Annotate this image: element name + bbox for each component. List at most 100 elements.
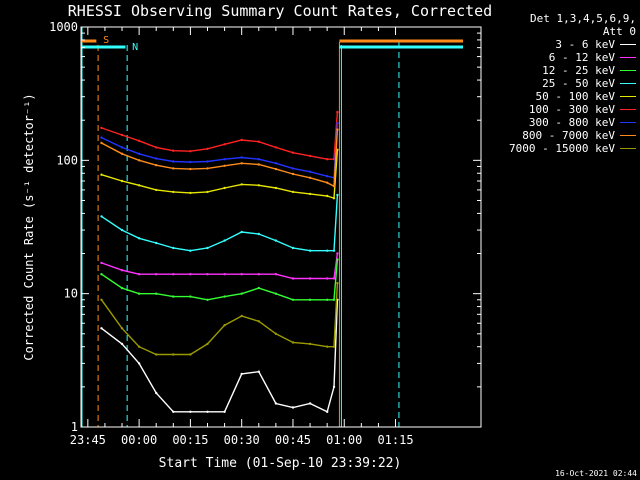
axes-layer: 1 10 100 1000 23:45 00:00 00:15 00:30 00:45 01:00… [49, 20, 481, 447]
data-point-800-7000-kev [206, 167, 209, 170]
legend-header-detectors: Det 1,3,4,5,6,9, [530, 12, 636, 25]
data-point-50-100-kev [308, 192, 312, 196]
data-point-25-50-kev [120, 228, 124, 232]
x-axis-label: Start Time (01-Sep-10 23:39:22) [159, 456, 402, 471]
data-point-3-6-kev [120, 342, 124, 346]
data-point-25-50-kev [326, 249, 329, 252]
data-point-800-7000-kev [189, 167, 192, 171]
legend-swatch [620, 96, 636, 97]
y-tick-label: 1 [71, 420, 78, 434]
data-point-50-100-kev [206, 190, 209, 194]
data-point-300-800-kev [240, 156, 243, 159]
data-point-50-100-kev [240, 183, 243, 186]
data-point-300-800-kev [189, 160, 192, 164]
data-point-12-25-kev [336, 258, 339, 261]
legend-entry: 50 - 100 keV [478, 90, 636, 103]
data-point-3-6-kev [274, 402, 278, 405]
data-point-6-12-kev [291, 277, 295, 280]
legend-entry-label: 800 - 7000 keV [522, 129, 615, 142]
data-point-800-7000-kev [274, 167, 278, 171]
data-point-300-800-kev [155, 157, 158, 160]
data-point-6-12-kev [137, 273, 141, 276]
data-point-12-25-kev [308, 298, 312, 301]
legend-entry: 100 - 300 keV [478, 103, 636, 116]
x-tick-label: 00:00 [121, 433, 157, 447]
data-point-100-300-kev [206, 147, 209, 150]
data-point-6-12-kev [189, 273, 192, 276]
data-point-12-25-kev [137, 292, 141, 295]
legend-swatch [620, 122, 636, 123]
data-point-300-800-kev [326, 175, 329, 178]
data-point-3-6-kev [189, 410, 192, 413]
legend-entry: 12 - 25 keV [478, 64, 636, 77]
data-point-3-6-kev [332, 385, 336, 389]
data-point-12-25-kev [172, 295, 175, 298]
legend-entry-label: 25 - 50 keV [542, 77, 615, 90]
data-point-7000-15000-kev [291, 341, 295, 344]
data-point-100-300-kev [336, 110, 339, 114]
legend-entry: 300 - 800 keV [478, 116, 636, 129]
data-point-300-800-kev [100, 136, 103, 139]
data-point-3-6-kev [100, 327, 103, 330]
series-line-3-6-kev [101, 299, 339, 413]
data-point-100-300-kev [257, 140, 260, 143]
data-point-100-300-kev [189, 150, 192, 153]
data-point-800-7000-kev [326, 181, 329, 184]
data-point-12-25-kev [274, 292, 278, 295]
legend-entry-label: 50 - 100 keV [535, 90, 615, 103]
data-point-6-12-kev [223, 273, 226, 276]
data-point-100-300-kev [308, 154, 312, 158]
data-point-3-6-kev [155, 391, 158, 395]
data-point-12-25-kev [240, 292, 243, 295]
data-point-3-6-kev [257, 370, 260, 373]
data-point-7000-15000-kev [100, 298, 103, 301]
data-point-3-6-kev [291, 406, 295, 409]
data-point-25-50-kev [308, 249, 312, 252]
data-point-12-25-kev [257, 286, 260, 290]
data-point-3-6-kev [172, 410, 175, 413]
flag-s-label: S [103, 35, 109, 46]
data-point-7000-15000-kev [189, 353, 192, 356]
x-tick-label: 23:45 [70, 433, 106, 447]
data-point-12-25-kev [223, 295, 226, 298]
data-point-7000-15000-kev [326, 345, 329, 348]
data-point-12-25-kev [291, 298, 295, 301]
data-point-25-50-kev [336, 193, 339, 197]
data-point-6-12-kev [274, 273, 278, 276]
data-point-25-50-kev [100, 215, 103, 218]
data-point-12-25-kev [189, 295, 192, 298]
legend-swatch [620, 57, 636, 58]
data-point-6-12-kev [100, 261, 103, 265]
data-point-12-25-kev [332, 298, 336, 301]
series-line-12-25-kev [101, 259, 339, 301]
data-point-7000-15000-kev [257, 320, 260, 323]
data-point-800-7000-kev [100, 141, 103, 145]
data-point-3-6-kev [223, 410, 226, 413]
data-point-300-800-kev [308, 170, 312, 173]
legend-header-attenuator: Att 0 [602, 25, 636, 38]
legend-entry: 6 - 12 keV [478, 51, 636, 64]
data-point-300-800-kev [120, 146, 124, 149]
data-point-7000-15000-kev [240, 314, 243, 318]
y-tick-label: 1000 [49, 20, 78, 34]
data-point-6-12-kev [336, 252, 339, 255]
x-tick-label: 01:00 [326, 433, 362, 447]
data-point-3-6-kev [137, 362, 141, 365]
data-point-300-800-kev [137, 152, 141, 155]
y-tick-label: 10 [64, 287, 78, 301]
data-point-800-7000-kev [291, 172, 295, 176]
data-point-12-25-kev [100, 273, 103, 276]
data-point-25-50-kev [189, 249, 192, 252]
series-line-7000-15000-kev [100, 283, 339, 356]
data-point-6-12-kev [120, 269, 124, 272]
legend-entry: 7000 - 15000 keV [478, 142, 636, 155]
data-point-100-300-kev [326, 158, 329, 161]
data-point-800-7000-kev [120, 152, 124, 155]
legend-swatch [620, 83, 636, 84]
data-point-25-50-kev [206, 246, 209, 250]
data-point-100-300-kev [291, 151, 295, 154]
data-point-50-100-kev [189, 191, 192, 195]
data-point-12-25-kev [155, 292, 158, 295]
data-point-800-7000-kev [155, 164, 158, 167]
data-point-300-800-kev [223, 158, 226, 161]
